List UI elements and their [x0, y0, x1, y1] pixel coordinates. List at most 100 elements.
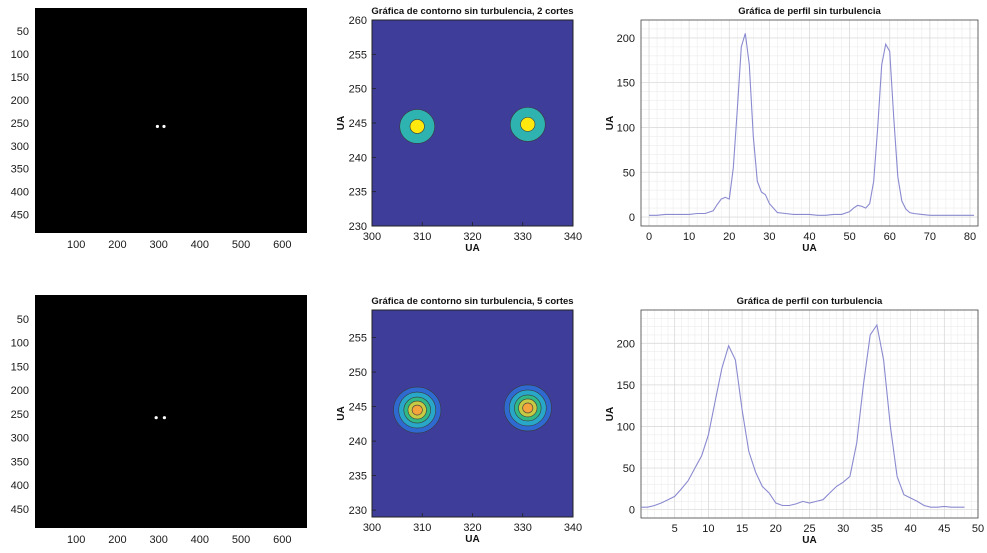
- chart-4-ylabel: UA: [336, 406, 347, 420]
- xtick-label: 35: [871, 523, 883, 535]
- xtick-label: 80: [964, 231, 976, 243]
- xtick-label: 310: [413, 522, 431, 534]
- ytick-label: 260: [349, 15, 367, 27]
- contour-panel-1: 230 235 240 245 250 255 260 300 310 320 330 340: [349, 15, 583, 243]
- xtick-label: 100: [67, 534, 85, 546]
- bright-spot-0: [155, 124, 159, 129]
- chart-1-title: Gráfica de contorno sin turbulencia, 2 c…: [371, 6, 573, 17]
- xtick-label: 30: [763, 231, 775, 243]
- contour-level-1-peak-0: [409, 119, 425, 134]
- ytick-label: 350: [11, 456, 29, 468]
- contour-level-4-peak-1: [522, 402, 534, 414]
- chart-4-title: Gráfica de contorno sin turbulencia, 5 c…: [371, 296, 573, 307]
- xtick-label: 600: [273, 534, 291, 546]
- chart-2-title: Gráfica de perfil sin turbulencia: [738, 6, 881, 17]
- xtick-label: 0: [646, 231, 652, 243]
- xtick-label: 330: [514, 522, 532, 534]
- ytick-label: 245: [349, 118, 367, 130]
- xtick-label: 300: [149, 239, 167, 251]
- ytick-label: 240: [349, 152, 367, 164]
- xtick-label: 50: [972, 523, 984, 535]
- xtick-label: 25: [803, 523, 815, 535]
- xtick-label: 45: [938, 523, 950, 535]
- xtick-label: 100: [67, 239, 85, 251]
- ytick-label: 255: [349, 333, 367, 345]
- ytick-label: 230: [349, 505, 367, 517]
- xtick-label: 400: [191, 239, 209, 251]
- chart-5-title: Gráfica de perfil con turbulencia: [737, 296, 883, 307]
- xtick-label: 500: [232, 534, 250, 546]
- ytick-label: 200: [11, 95, 29, 107]
- ytick-label: 200: [617, 33, 635, 45]
- ytick-label: 450: [11, 210, 29, 222]
- xtick-label: 300: [149, 534, 167, 546]
- xtick-label: 400: [191, 534, 209, 546]
- xtick-label: 40: [803, 231, 815, 243]
- xtick-label: 340: [564, 231, 582, 243]
- xtick-label: 20: [723, 231, 735, 243]
- xtick-label: 10: [683, 231, 695, 243]
- ytick-label: 235: [349, 187, 367, 199]
- xtick-label: 320: [463, 522, 481, 534]
- profile-panel-2: 0 50 100 150 200 0 10 20 30 40 50 60 70 80: [617, 19, 979, 243]
- bright-spot-1: [162, 416, 167, 420]
- ytick-label: 300: [11, 141, 29, 153]
- xtick-label: 600: [273, 239, 291, 251]
- ytick-label: 100: [617, 421, 635, 433]
- contour-level-4-peak-0: [411, 404, 423, 416]
- xtick-label: 340: [564, 522, 582, 534]
- chart-1-ylabel: UA: [336, 116, 347, 130]
- ytick-label: 100: [617, 122, 635, 134]
- ytick-label: 255: [349, 49, 367, 61]
- ytick-label: 50: [623, 167, 635, 179]
- ytick-label: 230: [349, 221, 367, 233]
- xtick-label: 320: [463, 231, 481, 243]
- ytick-label: 100: [11, 49, 29, 61]
- bright-spot-1: [162, 124, 166, 129]
- xtick-label: 15: [736, 523, 748, 535]
- ytick-label: 0: [629, 212, 635, 224]
- ytick-label: 400: [11, 480, 29, 492]
- ytick-label: 450: [11, 504, 29, 516]
- ytick-label: 50: [623, 463, 635, 475]
- ytick-label: 50: [17, 314, 29, 326]
- xtick-label: 200: [108, 239, 126, 251]
- profile-series-line-0: [641, 323, 965, 508]
- image-panel-3: 50 100 150 200 250 300 350 400 450 100 200 300 400 50…: [11, 295, 307, 546]
- xtick-label: 200: [108, 534, 126, 546]
- plot-frame: [640, 309, 979, 519]
- xtick-label: 70: [924, 231, 936, 243]
- xtick-label: 30: [837, 523, 849, 535]
- profile-series-line-0: [649, 33, 974, 216]
- image-panel-0: 50 100 150 200 250 300 350 400 450 100 200 300 400 50…: [11, 8, 307, 251]
- ytick-label: 50: [17, 26, 29, 38]
- chart-2-xlabel: UA: [802, 243, 816, 254]
- image-background: [35, 8, 307, 233]
- ytick-label: 400: [11, 187, 29, 199]
- ytick-label: 150: [11, 72, 29, 84]
- xtick-label: 20: [770, 523, 782, 535]
- chart-2-ylabel: UA: [605, 116, 616, 130]
- xtick-label: 500: [232, 239, 250, 251]
- ytick-label: 245: [349, 402, 367, 414]
- chart-1-xlabel: UA: [465, 243, 479, 254]
- xtick-label: 60: [884, 231, 896, 243]
- ytick-label: 150: [11, 361, 29, 373]
- ytick-label: 250: [349, 84, 367, 96]
- xtick-label: 40: [904, 523, 916, 535]
- ytick-label: 200: [617, 338, 635, 350]
- ytick-label: 150: [617, 380, 635, 392]
- plot-frame: [640, 19, 979, 227]
- ytick-label: 235: [349, 471, 367, 483]
- contour-level-1-peak-1: [520, 117, 536, 132]
- bright-spot-0: [154, 416, 158, 420]
- contour-panel-4: 230 235 240 245 250 255 300 310 320 330 340: [349, 309, 582, 534]
- ytick-label: 250: [11, 409, 29, 421]
- xtick-label: 50: [843, 231, 855, 243]
- xtick-label: 5: [672, 523, 678, 535]
- chart-4-xlabel: UA: [465, 534, 479, 545]
- ytick-label: 0: [629, 505, 635, 517]
- image-background: [35, 295, 307, 528]
- ytick-label: 350: [11, 164, 29, 176]
